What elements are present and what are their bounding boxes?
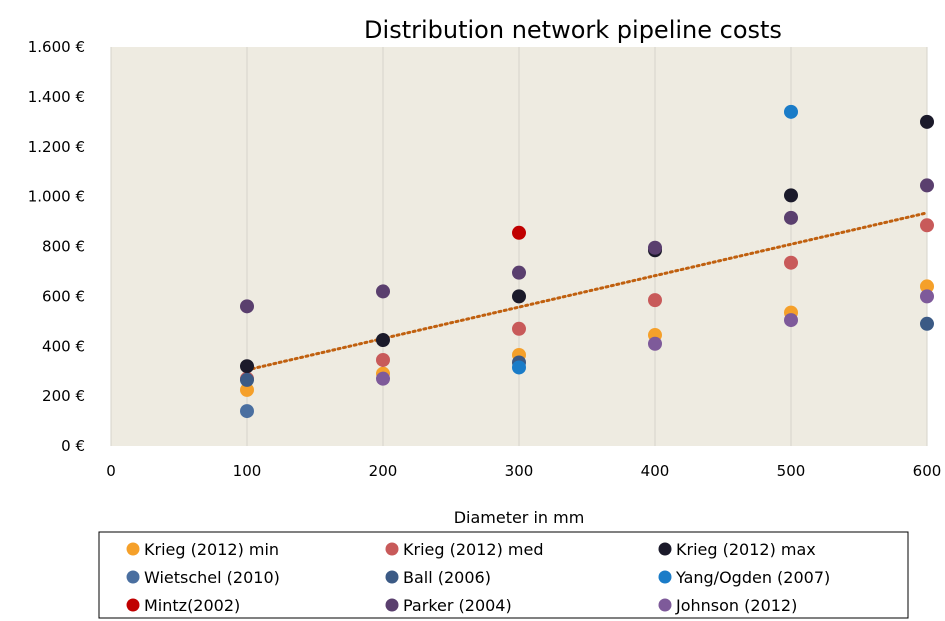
data-point [512, 265, 526, 280]
data-points [240, 104, 934, 419]
data-point [920, 178, 934, 193]
data-point [784, 255, 798, 270]
y-tick-label: 800 € [42, 238, 85, 256]
y-tick-label: 200 € [42, 387, 85, 405]
data-point [376, 284, 390, 299]
legend-label: Parker (2004) [403, 596, 512, 615]
y-axis-tick-labels: 0 € 200 € 400 € 600 € 800 € 1.000 € 1.200 € 1.4… [28, 38, 85, 455]
legend-label: Johnson (2012) [675, 596, 797, 615]
data-point [240, 382, 254, 397]
data-point [376, 333, 390, 348]
data-point [920, 289, 934, 304]
y-tick-label: 600 € [42, 287, 85, 305]
legend-marker [658, 570, 672, 584]
legend-marker [126, 570, 140, 584]
data-point [240, 372, 254, 387]
y-tick-label: 1.600 € [28, 38, 85, 56]
data-point [376, 371, 390, 386]
data-point [648, 293, 662, 308]
data-point [376, 352, 390, 367]
legend-label: Wietschel (2010) [144, 568, 280, 587]
legend-label: Mintz(2002) [144, 596, 240, 615]
legend-label: Krieg (2012) min [144, 540, 279, 559]
x-axis-tick-labels: 0 100 200 300 400 500 600 [106, 462, 941, 480]
y-tick-label: 400 € [42, 337, 85, 355]
data-point [784, 104, 798, 119]
data-point [920, 218, 934, 233]
x-tick-label: 0 [106, 462, 116, 480]
legend-marker [385, 542, 399, 556]
x-tick-label: 600 [913, 462, 942, 480]
x-tick-label: 300 [505, 462, 534, 480]
gridlines [110, 47, 928, 446]
legend-marker [126, 542, 140, 556]
data-point [648, 240, 662, 255]
legend: Krieg (2012) min Krieg (2012) med Krieg (2… [98, 531, 909, 619]
legend-items: Krieg (2012) min Krieg (2012) med Krieg (2… [126, 540, 830, 615]
data-point [512, 289, 526, 304]
data-point [240, 404, 254, 419]
legend-label: Krieg (2012) med [403, 540, 543, 559]
x-tick-label: 500 [777, 462, 806, 480]
x-tick-label: 100 [233, 462, 262, 480]
legend-marker [385, 570, 399, 584]
data-point [512, 321, 526, 336]
legend-marker [385, 598, 399, 612]
data-point [920, 279, 934, 294]
trendline [245, 211, 929, 372]
y-tick-label: 0 € [61, 437, 85, 455]
data-point [512, 360, 526, 375]
data-point [648, 336, 662, 351]
x-tick-label: 400 [641, 462, 670, 480]
data-point [784, 313, 798, 328]
x-tick-label: 200 [369, 462, 398, 480]
data-point [784, 210, 798, 225]
legend-label: Yang/Ogden (2007) [675, 568, 830, 587]
y-tick-label: 1.000 € [28, 188, 85, 206]
legend-marker [658, 542, 672, 556]
data-point [240, 359, 254, 374]
data-point [920, 114, 934, 129]
data-point [920, 316, 934, 331]
y-tick-label: 1.400 € [28, 88, 85, 106]
data-point [512, 225, 526, 240]
legend-marker [658, 598, 672, 612]
legend-label: Krieg (2012) max [676, 540, 816, 559]
chart-title: Distribution network pipeline costs [364, 16, 782, 44]
legend-box [98, 531, 909, 619]
legend-marker [126, 598, 140, 612]
y-tick-label: 1.200 € [28, 138, 85, 156]
x-axis-title: Diameter in mm [454, 508, 585, 527]
data-point [240, 299, 254, 314]
data-point [784, 188, 798, 203]
legend-label: Ball (2006) [403, 568, 491, 587]
